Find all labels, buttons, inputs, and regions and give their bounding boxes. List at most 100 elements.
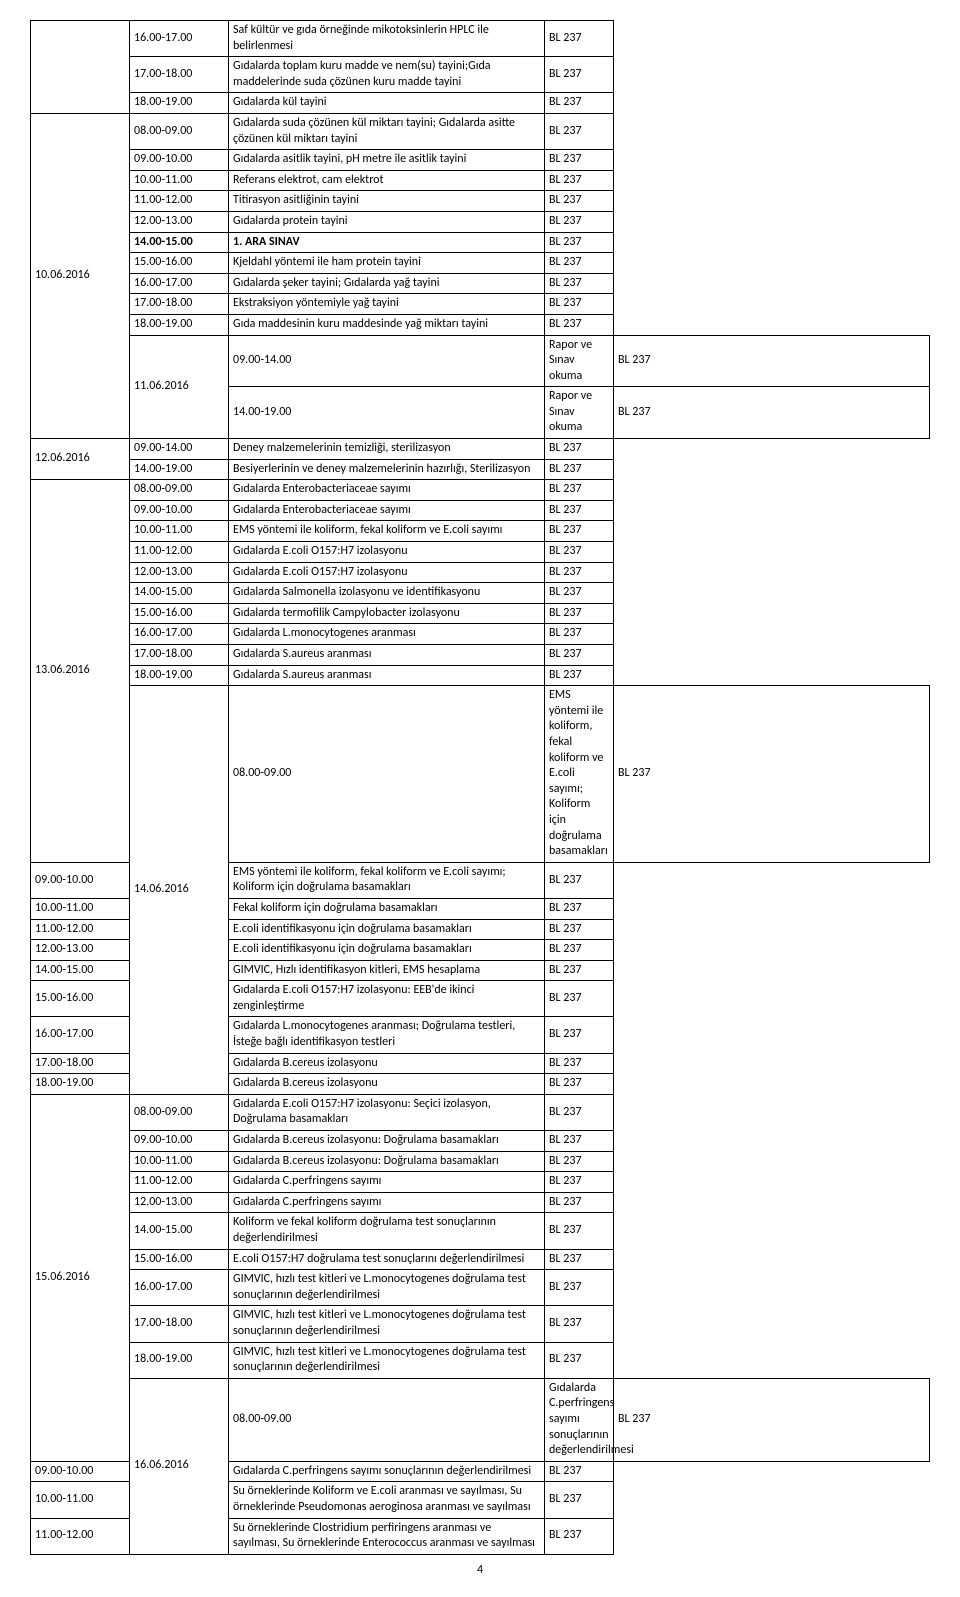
location-cell: BL 237 [545,273,614,294]
table-row: 12.00-13.00Gıdalarda protein tayiniBL 23… [31,211,930,232]
description-cell: GIMVIC, hızlı test kitleri ve L.monocyto… [229,1342,545,1378]
date-cell: 15.06.2016 [31,1094,130,1461]
location-cell: BL 237 [545,1172,614,1193]
table-row: 10.06.201608.00-09.00Gıdalarda suda çözü… [31,113,930,149]
table-row: 18.00-19.00Gıda maddesinin kuru maddesin… [31,314,930,335]
location-cell: BL 237 [545,57,614,93]
location-cell: BL 237 [545,981,614,1017]
time-cell: 14.00-19.00 [130,459,229,480]
description-cell: E.coli O157:H7 doğrulama test sonuçların… [229,1249,545,1270]
location-cell: BL 237 [545,624,614,645]
description-cell: GIMVIC, hızlı test kitleri ve L.monocyto… [229,1270,545,1306]
time-cell: 09.00-14.00 [130,439,229,460]
description-cell: E.coli identifikasyonu için doğrulama ba… [229,940,545,961]
location-cell: BL 237 [545,211,614,232]
location-cell: BL 237 [614,686,930,863]
time-cell: 16.00-17.00 [130,1270,229,1306]
location-cell: BL 237 [545,542,614,563]
description-cell: Su örneklerinde Clostridium perfiringens… [229,1518,545,1554]
table-row: 16.00-17.00Gıdalarda L.monocytogenes ara… [31,624,930,645]
date-cell [31,21,130,114]
page-number: 4 [30,1563,930,1577]
description-cell: Fekal koliform için doğrulama basamaklar… [229,898,545,919]
description-cell: Ekstraksiyon yöntemiyle yağ tayini [229,294,545,315]
location-cell: BL 237 [545,898,614,919]
location-cell: BL 237 [545,1518,614,1554]
description-cell: Gıdalarda B.cereus izolasyonu [229,1053,545,1074]
description-cell: Gıdalarda asitlik tayini, pH metre ile a… [229,150,545,171]
time-cell: 18.00-19.00 [130,314,229,335]
time-cell: 09.00-10.00 [130,150,229,171]
time-cell: 14.00-15.00 [130,583,229,604]
table-row: 09.00-10.00Gıdalarda Enterobacteriaceae … [31,500,930,521]
time-cell: 11.00-12.00 [130,191,229,212]
time-cell: 14.00-15.00 [31,960,130,981]
table-row: 16.00-17.00Saf kültür ve gıda örneğinde … [31,21,930,57]
location-cell: BL 237 [545,940,614,961]
table-row: 10.00-11.00EMS yöntemi ile koliform, fek… [31,521,930,542]
table-row: 14.06.201608.00-09.00EMS yöntemi ile kol… [31,686,930,863]
time-cell: 09.00-14.00 [229,335,545,387]
table-row: 10.00-11.00Gıdalarda B.cereus izolasyonu… [31,1151,930,1172]
description-cell: Gıdalarda B.cereus izolasyonu [229,1074,545,1095]
table-row: 16.06.201608.00-09.00Gıdalarda C.perfrin… [31,1378,930,1461]
table-row: 14.00-19.00Besiyerlerinin ve deney malze… [31,459,930,480]
table-row: 17.00-18.00Gıdalarda toplam kuru madde v… [31,57,930,93]
description-cell: Gıdalarda L.monocytogenes aranması; Doğr… [229,1017,545,1053]
location-cell: BL 237 [545,253,614,274]
location-cell: BL 237 [545,1131,614,1152]
description-cell: EMS yöntemi ile koliform, fekal koliform… [545,686,614,863]
location-cell: BL 237 [614,335,930,387]
location-cell: BL 237 [545,665,614,686]
time-cell: 17.00-18.00 [31,1053,130,1074]
location-cell: BL 237 [545,862,614,898]
location-cell: BL 237 [545,521,614,542]
table-row: 18.00-19.00Gıdalarda kül tayiniBL 237 [31,93,930,114]
location-cell: BL 237 [545,1192,614,1213]
description-cell: Gıdalarda E.coli O157:H7 izolasyonu [229,562,545,583]
time-cell: 15.00-16.00 [130,253,229,274]
description-cell: Su örneklerinde Koliform ve E.coli aranm… [229,1482,545,1518]
table-row: 11.00-12.00Gıdalarda C.perfringens sayım… [31,1172,930,1193]
location-cell: BL 237 [545,1074,614,1095]
table-row: 15.00-16.00Gıdalarda termofilik Campylob… [31,603,930,624]
time-cell: 16.00-17.00 [130,21,229,57]
location-cell: BL 237 [545,314,614,335]
date-cell: 14.06.2016 [130,686,229,1095]
table-row: 15.06.201608.00-09.00Gıdalarda E.coli O1… [31,1094,930,1130]
table-row: 17.00-18.00GIMVIC, hızlı test kitleri ve… [31,1306,930,1342]
location-cell: BL 237 [614,1378,930,1461]
location-cell: BL 237 [545,113,614,149]
location-cell: BL 237 [545,960,614,981]
description-cell: Gıdalarda C.perfringens sayımı sonuçları… [545,1378,614,1461]
location-cell: BL 237 [545,1094,614,1130]
location-cell: BL 237 [545,439,614,460]
time-cell: 17.00-18.00 [130,1306,229,1342]
table-row: 16.00-17.00GIMVIC, hızlı test kitleri ve… [31,1270,930,1306]
location-cell: BL 237 [545,459,614,480]
table-row: 14.00-15.00Koliform ve fekal koliform do… [31,1213,930,1249]
table-row: 11.00-12.00Titirasyon asitliğinin tayini… [31,191,930,212]
schedule-table: 16.00-17.00Saf kültür ve gıda örneğinde … [30,20,930,1555]
time-cell: 18.00-19.00 [31,1074,130,1095]
description-cell: Referans elektrot, cam elektrot [229,170,545,191]
description-cell: Kjeldahl yöntemi ile ham protein tayini [229,253,545,274]
time-cell: 18.00-19.00 [130,665,229,686]
location-cell: BL 237 [545,1053,614,1074]
time-cell: 18.00-19.00 [130,1342,229,1378]
table-row: 12.00-13.00Gıdalarda E.coli O157:H7 izol… [31,562,930,583]
time-cell: 12.00-13.00 [130,211,229,232]
description-cell: Gıdalarda Enterobacteriaceae sayımı [229,480,545,501]
table-row: 18.00-19.00GIMVIC, hızlı test kitleri ve… [31,1342,930,1378]
time-cell: 09.00-10.00 [130,500,229,521]
time-cell: 14.00-19.00 [229,387,545,439]
date-cell: 11.06.2016 [130,335,229,439]
description-cell: Deney malzemelerinin temizliği, steriliz… [229,439,545,460]
time-cell: 15.00-16.00 [130,1249,229,1270]
location-cell: BL 237 [545,500,614,521]
description-cell: Gıdalarda Salmonella izolasyonu ve ident… [229,583,545,604]
table-row: 13.06.201608.00-09.00Gıdalarda Enterobac… [31,480,930,501]
time-cell: 08.00-09.00 [130,113,229,149]
time-cell: 10.00-11.00 [130,170,229,191]
description-cell: Besiyerlerinin ve deney malzemelerinin h… [229,459,545,480]
